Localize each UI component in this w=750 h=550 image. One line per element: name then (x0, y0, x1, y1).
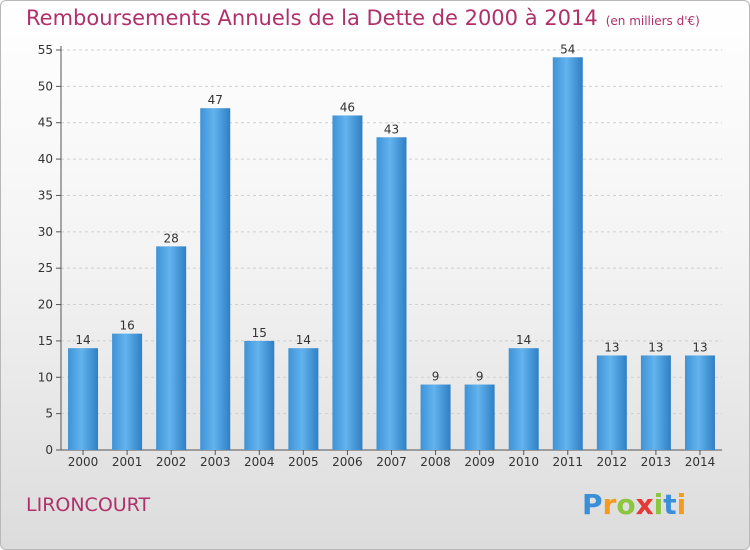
x-tick-label: 2000 (68, 455, 99, 469)
y-tick-label: 35 (38, 188, 53, 202)
data-label: 46 (340, 100, 355, 114)
x-tick-label: 2003 (200, 455, 231, 469)
bar-2007 (376, 137, 407, 451)
x-tick-label: 2005 (288, 455, 319, 469)
data-label: 13 (692, 340, 707, 354)
data-label: 16 (119, 319, 134, 333)
bar-2009 (464, 384, 495, 450)
data-label: 54 (560, 42, 575, 56)
chart-title-text: Remboursements Annuels de la Dette de 20… (26, 6, 598, 30)
logo-letter: i (653, 488, 664, 521)
x-tick-label: 2004 (244, 455, 275, 469)
x-tick-label: 2014 (685, 455, 716, 469)
bar-2014 (684, 355, 715, 450)
logo-letter: x (635, 488, 654, 521)
x-tick-label: 2001 (112, 455, 143, 469)
bar-2011 (552, 57, 583, 450)
y-tick-label: 40 (38, 152, 53, 166)
y-tick-label: 55 (38, 43, 53, 57)
y-tick-label: 15 (38, 334, 53, 348)
x-tick-label: 2002 (156, 455, 187, 469)
x-tick-label: 2008 (420, 455, 451, 469)
y-tick-label: 5 (45, 407, 53, 421)
y-tick-label: 50 (38, 79, 53, 93)
data-label: 9 (432, 370, 440, 384)
y-tick-label: 45 (38, 116, 53, 130)
data-label: 14 (75, 333, 90, 347)
data-label: 47 (208, 93, 223, 107)
x-tick-label: 2011 (552, 455, 583, 469)
bar-2005 (288, 348, 319, 450)
y-tick-label: 10 (38, 370, 53, 384)
chart-title: Remboursements Annuels de la Dette de 20… (26, 6, 700, 30)
bar-2001 (112, 333, 143, 450)
bar-2012 (596, 355, 627, 450)
bar-2013 (640, 355, 671, 450)
proxiti-logo: Proxiti (582, 488, 686, 521)
data-label: 13 (604, 340, 619, 354)
logo-letter: o (616, 488, 636, 521)
data-label: 43 (384, 122, 399, 136)
bar-2002 (156, 246, 187, 450)
commune-name: LIRONCOURT (26, 494, 151, 516)
y-tick-label: 20 (38, 298, 53, 312)
logo-letter: t (663, 488, 677, 521)
data-label: 15 (252, 326, 267, 340)
logo-letter: r (602, 488, 617, 521)
bar-2006 (332, 115, 363, 451)
data-label: 14 (516, 333, 531, 347)
data-label: 13 (648, 340, 663, 354)
y-tick-label: 25 (38, 261, 53, 275)
y-tick-label: 0 (45, 443, 53, 457)
logo-letter: P (582, 488, 603, 521)
x-tick-label: 2012 (597, 455, 628, 469)
y-tick-label: 30 (38, 225, 53, 239)
x-tick-label: 2006 (332, 455, 363, 469)
bar-2000 (68, 348, 99, 450)
bar-2010 (508, 348, 539, 450)
x-tick-label: 2009 (464, 455, 495, 469)
data-label: 14 (296, 333, 311, 347)
bar-2008 (420, 384, 451, 450)
x-tick-label: 2010 (508, 455, 539, 469)
x-tick-label: 2013 (641, 455, 672, 469)
chart-unit-note: (en milliers d'€) (605, 14, 700, 28)
data-label: 9 (476, 370, 484, 384)
bar-2004 (244, 340, 275, 450)
bar-2003 (200, 108, 231, 450)
x-tick-label: 2007 (376, 455, 407, 469)
data-label: 28 (164, 231, 179, 245)
logo-letter: i (676, 488, 687, 521)
